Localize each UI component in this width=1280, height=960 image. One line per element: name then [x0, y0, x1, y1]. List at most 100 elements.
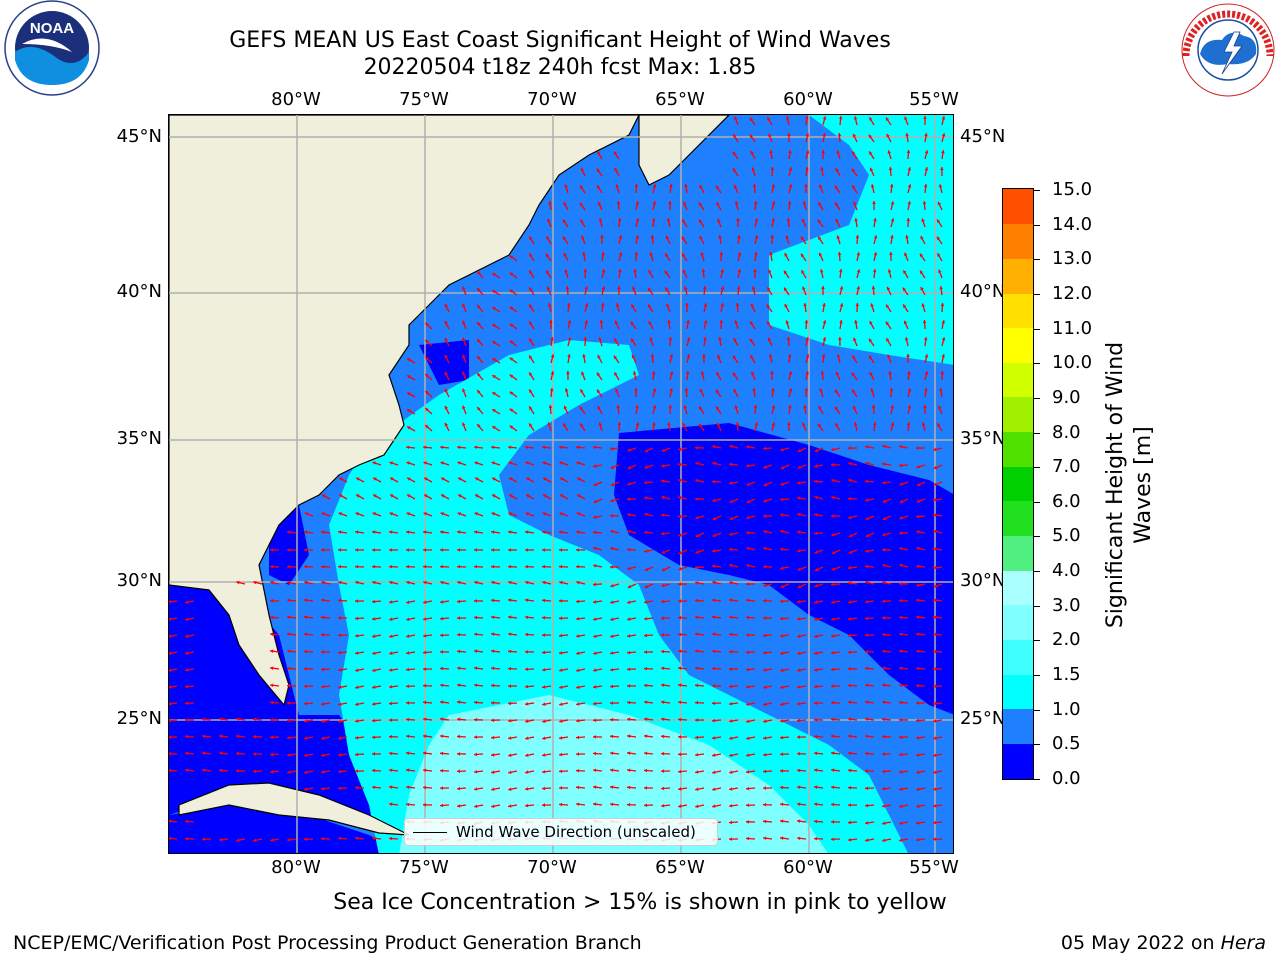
wave-arrow-head [750, 151, 754, 155]
wave-arrow-head [652, 388, 657, 392]
wave-arrow-head [769, 150, 773, 154]
wave-arrow-head [185, 668, 189, 672]
wave-arrow-head [270, 752, 274, 757]
wave-arrow-head [491, 666, 495, 671]
wave-arrow-head [389, 751, 393, 756]
wave-arrow-head [835, 423, 839, 427]
wave-arrow-head [853, 116, 858, 120]
wave-arrow-head [529, 321, 533, 325]
wave-arrow-head [729, 667, 732, 671]
wave-arrow-head [678, 735, 681, 739]
wave-arrow-head [933, 753, 937, 757]
wave-arrow-head [509, 289, 514, 293]
wave-arrow-head [444, 371, 448, 376]
wave-arrow-head [648, 270, 652, 274]
wave-arrow-head [780, 566, 784, 570]
wave-arrow-head [780, 513, 784, 517]
wave-arrow-head [169, 651, 172, 655]
wave-arrow-head [797, 768, 801, 773]
wave-arrow-head [695, 632, 699, 636]
wave-arrow-head [597, 151, 601, 155]
left-lat-tick: 25°N [116, 708, 162, 729]
wave-arrow-head [644, 480, 648, 485]
wave-arrow-head [474, 666, 478, 670]
wave-arrow-head [338, 580, 342, 585]
wave-arrow-head [559, 668, 563, 672]
wave-arrow-head [669, 354, 673, 358]
wave-arrow-head [882, 649, 886, 654]
wave-arrow-head [922, 320, 927, 324]
wave-arrow-head [185, 836, 189, 841]
wave-arrow-head [321, 580, 325, 585]
wave-arrow-head [185, 634, 189, 638]
wave-arrow-head [627, 684, 630, 688]
wave-arrow-head [458, 494, 462, 498]
wave-arrow-head [822, 320, 827, 324]
wave-arrow-head [338, 702, 342, 706]
wave-arrow-head [650, 235, 655, 239]
wave-arrow-head [477, 424, 481, 428]
wave-arrow-head [492, 358, 496, 362]
colorbar-tick-label: 1.5 [1052, 664, 1081, 686]
wave-arrow-head [492, 477, 496, 481]
top-lon-tick: 75°W [399, 89, 449, 110]
wave-arrow-head [865, 498, 869, 502]
ocean-level-1.5-2.0-core [399, 695, 828, 853]
wave-arrow-head [389, 836, 393, 841]
wave-arrow-head [890, 218, 895, 222]
wave-arrow-head [763, 530, 767, 534]
wave-arrow-head [321, 632, 325, 637]
wave-arrow-head [834, 406, 839, 411]
wave-arrow-head [882, 516, 887, 521]
wave-arrow-head [831, 447, 835, 452]
wave-arrow-head [856, 269, 861, 273]
wave-arrow-head [599, 320, 604, 324]
colorbar-segment [1003, 396, 1033, 433]
wave-arrow-head [644, 600, 648, 604]
wave-arrow-head [407, 358, 411, 362]
wave-arrow-head [882, 548, 886, 552]
wave-arrow-head [767, 117, 771, 121]
noaa-logo-text: NOAA [30, 20, 74, 37]
wave-arrow-head [882, 462, 886, 466]
wave-arrow-head [729, 444, 733, 449]
wave-arrow-head [509, 374, 514, 378]
wave-arrow-head [474, 700, 478, 705]
wave-arrow-head [477, 407, 481, 411]
wave-arrow-head [492, 324, 496, 328]
wave-arrow-head [746, 803, 750, 807]
wave-arrow-head [661, 734, 665, 739]
wave-arrow-head [797, 600, 801, 604]
wave-arrow-head [797, 448, 802, 453]
wave-arrow-head [882, 666, 886, 670]
wave-arrow-head [821, 150, 826, 154]
wave-arrow-head [270, 718, 273, 722]
wave-arrow-head [699, 236, 703, 240]
wave-arrow-head [356, 477, 360, 481]
wave-arrow-head [907, 184, 912, 188]
wave-arrow-head [899, 445, 903, 449]
wave-arrow-head [933, 684, 937, 689]
wave-arrow-head [763, 651, 767, 655]
wave-arrow-head [372, 564, 376, 569]
wave-arrow-head [564, 388, 569, 392]
wave-arrow-head [576, 617, 580, 621]
left-lat-tick: 35°N [116, 428, 162, 449]
wave-arrow-head [627, 717, 631, 722]
wave-arrow-head [652, 405, 657, 409]
wave-arrow-head [763, 753, 767, 757]
colorbar-tick-mark [1034, 190, 1040, 191]
land-cuba [178, 782, 410, 836]
colorbar-segment [1003, 223, 1033, 259]
wave-arrow-head [338, 548, 341, 552]
wave-arrow-head [768, 354, 773, 358]
wave-arrow-head [185, 734, 189, 739]
wave-arrow-head [576, 735, 580, 740]
wave-arrow-head [270, 700, 274, 705]
wave-arrow-head [924, 150, 929, 154]
wave-arrow-head [287, 548, 290, 552]
top-lon-tick: 70°W [527, 89, 577, 110]
wave-arrow-head [665, 253, 669, 257]
wave-arrow-head [916, 446, 919, 450]
wave-arrow-head [593, 651, 597, 655]
